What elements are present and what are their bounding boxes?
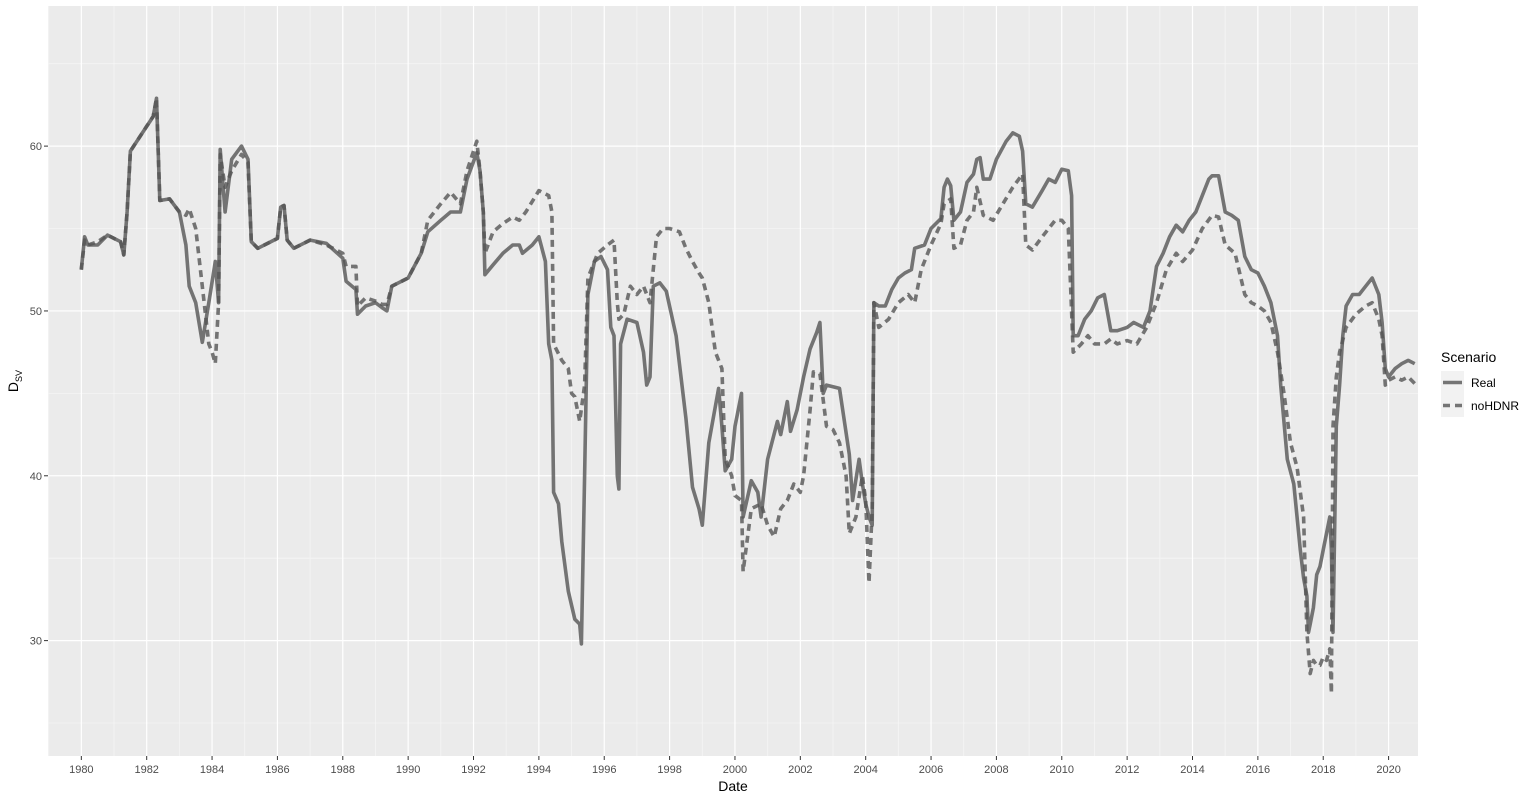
y-axis-title-subscript: SV [14, 370, 24, 382]
y-axis-title: DSV [5, 370, 24, 392]
legend-key-bg [1441, 394, 1464, 417]
series-line-noHDNR [79, 96, 1416, 696]
x-tick-label: 1990 [396, 764, 420, 776]
legend-label-Real: Real [1471, 376, 1496, 390]
y-tick-label: 30 [30, 636, 42, 648]
legend-title: Scenario [1441, 349, 1496, 365]
x-tick-label: 2018 [1311, 764, 1335, 776]
y-axis: 30 40 50 60 [30, 141, 48, 648]
series-layer [79, 96, 1416, 696]
x-tick-label: 2020 [1376, 764, 1400, 776]
legend: Scenario Real noHDNR [1441, 349, 1519, 417]
y-tick-label: 60 [30, 141, 42, 153]
y-tick-label: 50 [30, 306, 42, 318]
x-tick-label: 1998 [657, 764, 681, 776]
x-tick-label: 2006 [919, 764, 943, 776]
series-line-Real [79, 96, 1416, 646]
legend-label-noHDNR: noHDNR [1471, 399, 1519, 413]
x-tick-label: 2012 [1115, 764, 1139, 776]
x-tick-label: 1986 [265, 764, 289, 776]
minor-gridlines [48, 6, 1418, 756]
major-gridlines [48, 6, 1418, 756]
x-tick-label: 2008 [984, 764, 1008, 776]
y-axis-title-main: D [5, 382, 21, 392]
y-tick-label: 40 [30, 471, 42, 483]
plot-panel [48, 6, 1418, 756]
x-tick-label: 1996 [592, 764, 616, 776]
x-tick-label: 2014 [1180, 764, 1204, 776]
x-tick-label: 1988 [331, 764, 355, 776]
x-tick-label: 2000 [723, 764, 747, 776]
x-tick-label: 2002 [788, 764, 812, 776]
x-tick-label: 2010 [1050, 764, 1074, 776]
x-tick-label: 2016 [1246, 764, 1270, 776]
x-tick-label: 1992 [461, 764, 485, 776]
x-axis-title: Date [718, 778, 748, 794]
x-tick-label: 1982 [134, 764, 158, 776]
x-tick-label: 2004 [853, 764, 877, 776]
x-tick-label: 1980 [69, 764, 93, 776]
x-tick-label: 1984 [200, 764, 224, 776]
x-tick-label: 1994 [527, 764, 551, 776]
x-axis: 1980 1982 1984 1986 1988 1990 1992 1994 1996 1998… [69, 756, 1401, 776]
